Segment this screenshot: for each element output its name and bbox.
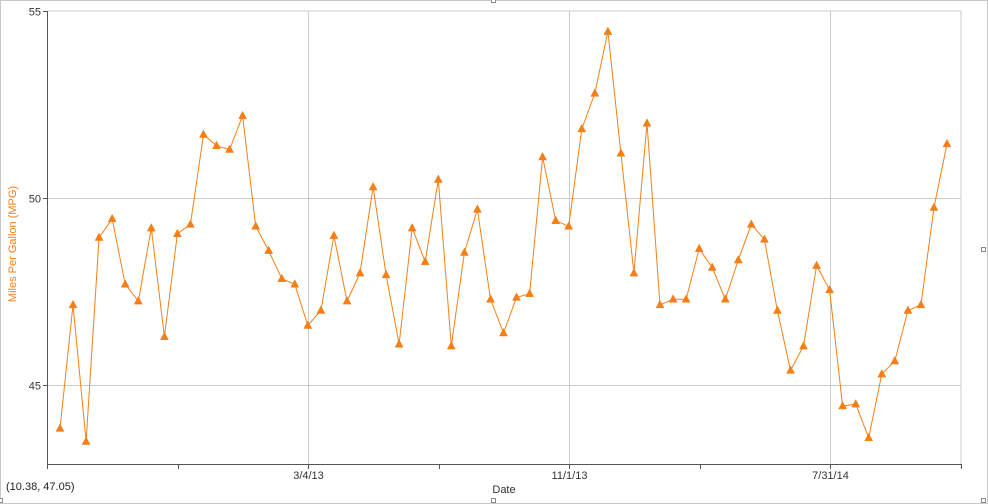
- data-point-62: [864, 432, 874, 442]
- data-point-7: [146, 223, 156, 232]
- data-point-54: [759, 234, 769, 243]
- data-point-21: [329, 230, 339, 239]
- data-point-12: [212, 140, 221, 150]
- data-point-34: [499, 327, 508, 337]
- data-point-42: [603, 26, 613, 35]
- data-point-39: [564, 221, 574, 230]
- data-point-58: [812, 260, 822, 269]
- data-point-6: [133, 296, 143, 305]
- cursor-coordinate-readout: (10.38, 47.05): [6, 481, 75, 493]
- data-point-1: [68, 299, 78, 309]
- data-point-3: [94, 232, 104, 241]
- data-point-64: [890, 355, 900, 365]
- data-point-67: [929, 202, 939, 211]
- data-point-2: [81, 436, 91, 445]
- data-point-38: [551, 215, 561, 224]
- data-point-45: [642, 118, 652, 127]
- data-point-57: [799, 341, 808, 350]
- data-point-60: [838, 400, 848, 410]
- data-point-68: [942, 138, 952, 148]
- data-point-36: [525, 288, 535, 297]
- data-point-9: [172, 228, 182, 238]
- data-point-48: [681, 294, 691, 303]
- data-point-22: [342, 296, 352, 305]
- data-point-52: [733, 254, 743, 264]
- x-axis-title: Date: [492, 484, 515, 496]
- data-point-59: [825, 284, 835, 294]
- data-point-10: [185, 219, 195, 228]
- data-point-0: [55, 423, 65, 432]
- data-point-15: [251, 221, 261, 230]
- data-point-56: [786, 365, 795, 374]
- data-point-18: [290, 279, 300, 288]
- x-tick-label-3/4/13: 3/4/13: [293, 470, 324, 482]
- data-point-11: [199, 129, 208, 138]
- y-axis-title: Miles Per Gallon (MPG): [7, 186, 19, 302]
- data-point-31: [459, 247, 469, 256]
- data-point-25: [381, 269, 391, 279]
- data-point-53: [746, 219, 756, 228]
- data-point-65: [903, 305, 913, 314]
- data-point-29: [433, 174, 443, 183]
- data-point-43: [616, 148, 626, 157]
- resize-handle-bottom-left[interactable]: [0, 498, 3, 503]
- data-point-19: [303, 320, 313, 329]
- data-point-66: [916, 299, 926, 309]
- data-point-27: [407, 223, 417, 232]
- data-point-51: [720, 294, 730, 303]
- data-point-44: [629, 268, 639, 277]
- resize-handle-bottom-right[interactable]: [981, 498, 986, 503]
- data-point-63: [877, 369, 887, 378]
- x-tick-label-11/1/13: 11/1/13: [552, 470, 588, 482]
- resize-handle-top[interactable]: [491, 0, 496, 3]
- series-line: [59, 31, 948, 442]
- axes: 45 50 55 3/4/13 11/1/13 7/31/14: [29, 7, 962, 482]
- y-tick-label-55: 55: [29, 7, 41, 19]
- data-point-46: [655, 299, 665, 309]
- data-point-35: [512, 292, 521, 301]
- data-point-49: [694, 243, 704, 252]
- data-point-16: [264, 245, 274, 254]
- data-point-20: [316, 305, 326, 314]
- data-point-61: [851, 399, 861, 408]
- data-point-4: [107, 213, 117, 223]
- data-point-37: [538, 151, 548, 161]
- data-point-55: [772, 305, 782, 314]
- x-tick-label-7/31/14: 7/31/14: [812, 470, 849, 482]
- data-point-32: [472, 204, 482, 213]
- data-point-33: [486, 294, 495, 303]
- data-point-5: [120, 279, 130, 288]
- y-tick-label-50: 50: [29, 194, 41, 206]
- data-point-50: [707, 262, 717, 271]
- resize-handle-right[interactable]: [981, 247, 986, 252]
- data-point-41: [590, 88, 600, 97]
- series-mpg: [55, 26, 952, 445]
- data-point-47: [668, 294, 678, 303]
- data-point-14: [238, 110, 248, 120]
- data-point-30: [446, 341, 456, 350]
- data-point-28: [420, 256, 430, 266]
- gridlines: [47, 10, 962, 464]
- y-tick-label-45: 45: [29, 381, 41, 393]
- data-point-40: [577, 123, 587, 133]
- data-point-13: [225, 144, 235, 153]
- data-point-8: [159, 331, 169, 340]
- resize-handle-bottom[interactable]: [491, 498, 496, 503]
- data-point-17: [277, 273, 287, 282]
- data-point-24: [368, 181, 378, 191]
- data-point-26: [394, 339, 404, 348]
- data-point-23: [355, 268, 365, 277]
